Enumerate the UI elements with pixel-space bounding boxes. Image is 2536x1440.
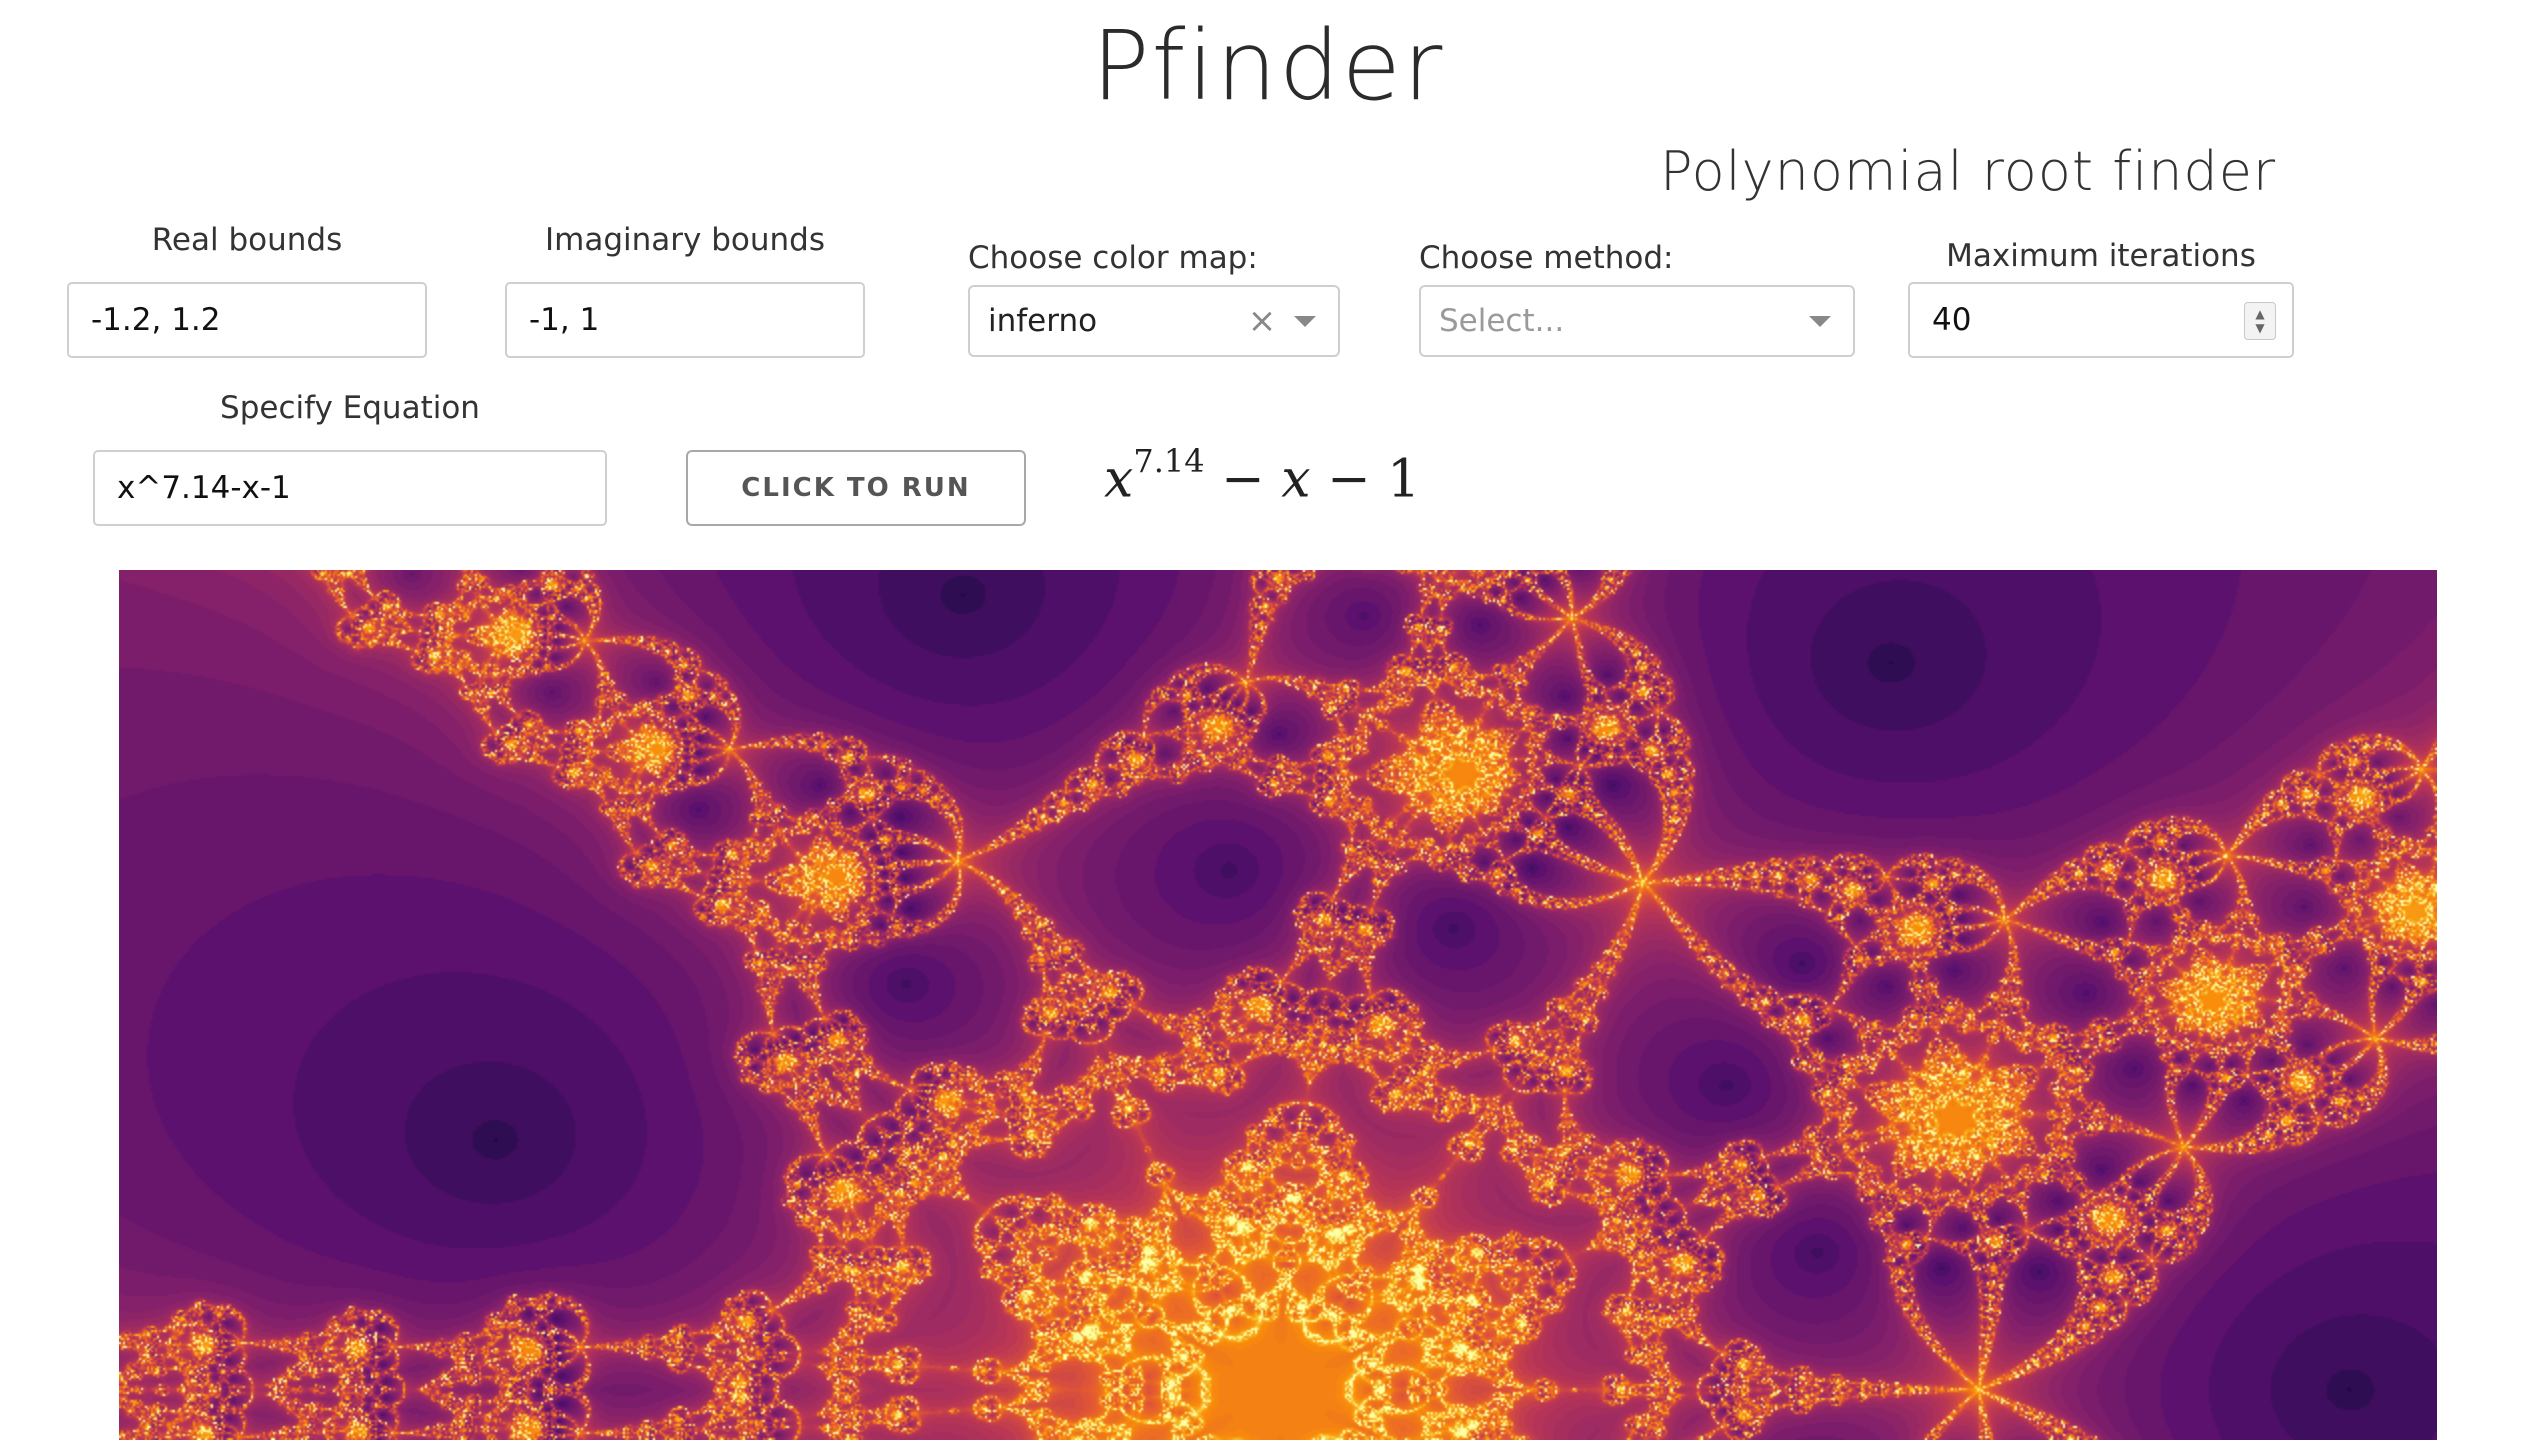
color-map-selected-value: inferno: [988, 303, 1098, 339]
equation-term: x: [1281, 449, 1311, 510]
equation-base: x: [1104, 449, 1134, 510]
equation-minus: −: [1221, 449, 1282, 510]
number-stepper[interactable]: ▲ ▼: [2244, 302, 2276, 340]
rendered-equation: x7.14 − x − 1: [1104, 442, 1421, 510]
color-map-label: Choose color map:: [968, 240, 1258, 276]
real-bounds-label: Real bounds: [151, 222, 343, 258]
method-select[interactable]: Select...: [1419, 285, 1855, 357]
page-subtitle: Polynomial root finder: [1660, 140, 2277, 203]
run-button[interactable]: CLICK TO RUN: [686, 450, 1026, 526]
real-bounds-input[interactable]: [67, 282, 427, 358]
imaginary-bounds-input[interactable]: [505, 282, 865, 358]
method-placeholder: Select...: [1439, 303, 1565, 339]
imaginary-bounds-label: Imaginary bounds: [545, 222, 825, 258]
chevron-down-icon[interactable]: [1809, 315, 1831, 327]
equation-label: Specify Equation: [220, 390, 480, 426]
max-iterations-wrapper: ▲ ▼: [1908, 282, 2294, 358]
method-label: Choose method:: [1419, 240, 1674, 276]
stepper-up-icon[interactable]: ▲: [2255, 307, 2265, 321]
equation-tail: − 1: [1310, 449, 1421, 510]
equation-exponent: 7.14: [1133, 442, 1205, 480]
fractal-plot[interactable]: [119, 570, 2437, 1440]
color-map-select[interactable]: inferno ×: [968, 285, 1340, 357]
max-iterations-input[interactable]: [1908, 282, 2294, 358]
page-title: Pfinder: [1091, 10, 1445, 122]
stepper-down-icon[interactable]: ▼: [2255, 321, 2265, 335]
equation-input[interactable]: [93, 450, 607, 526]
max-iterations-label: Maximum iterations: [1946, 238, 2256, 274]
chevron-down-icon[interactable]: [1294, 315, 1316, 327]
clear-icon[interactable]: ×: [1247, 301, 1277, 341]
